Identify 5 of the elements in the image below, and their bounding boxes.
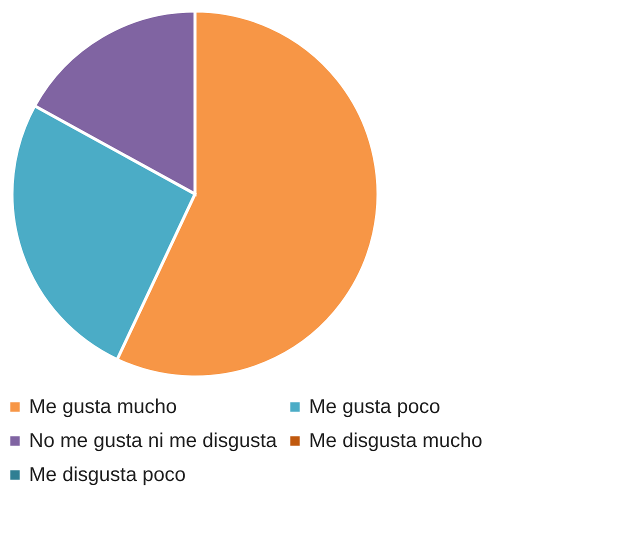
legend-label: Me gusta poco [309, 396, 440, 418]
legend-label: Me disgusta mucho [309, 430, 482, 452]
legend-label: Me disgusta poco [29, 464, 186, 486]
legend-label: No me gusta ni me disgusta [29, 430, 278, 452]
legend-label: Me gusta mucho [29, 396, 177, 418]
